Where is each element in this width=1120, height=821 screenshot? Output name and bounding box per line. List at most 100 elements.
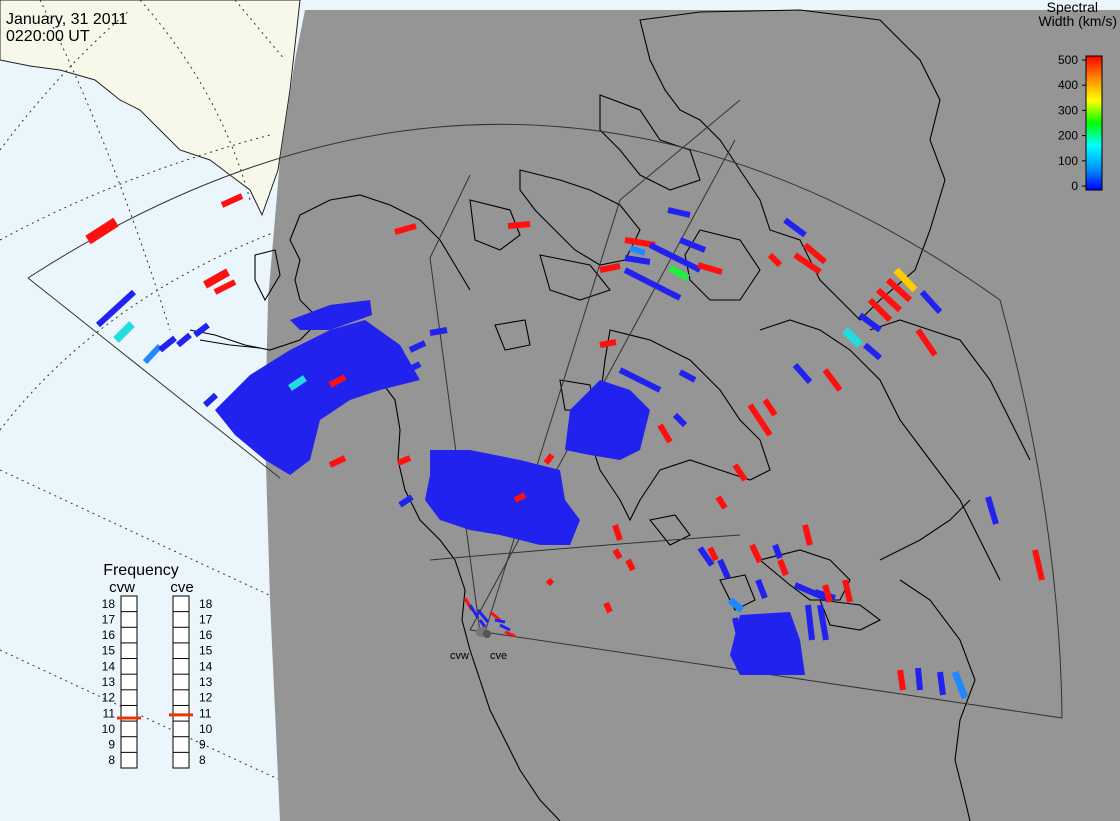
night-shade: [265, 10, 1120, 821]
echo-cell: [158, 335, 177, 353]
echo-cell: [545, 577, 555, 587]
echo-cell: [678, 369, 697, 383]
echo-cell: [625, 558, 636, 572]
echo-cluster: [290, 300, 372, 330]
echo-cell: [767, 252, 783, 268]
time-label: 0220:00 UT: [6, 28, 90, 45]
echo-cell: [915, 328, 938, 357]
echo-cell: [288, 375, 307, 391]
frequency-tick-label: 9: [108, 738, 115, 752]
echo-cell: [762, 398, 778, 417]
echo-cell: [822, 584, 833, 603]
echo-cell: [142, 343, 163, 365]
radar-site-label-cve: cve: [490, 650, 507, 662]
echo-cell: [747, 403, 773, 437]
radar-site-cve[interactable]: [483, 630, 491, 638]
frequency-tick-label: 16: [199, 628, 213, 642]
frequency-tick-label: 9: [199, 738, 206, 752]
echo-cluster: [565, 380, 650, 460]
echo-cell: [783, 217, 807, 238]
echo-cell: [543, 453, 555, 465]
echo-cell: [406, 361, 422, 373]
echo-cell: [842, 327, 863, 348]
colorbar-tick-label: 100: [1058, 154, 1078, 168]
echo-cell: [822, 368, 843, 392]
echo-cell: [727, 597, 745, 613]
echo-cell: [893, 267, 918, 293]
frequency-tick-label: 12: [199, 691, 213, 705]
colorbar-title-line1: Spectral: [1047, 0, 1098, 15]
echo-cell: [478, 619, 487, 628]
echo-cell: [842, 579, 853, 603]
echo-cell: [507, 221, 531, 229]
frequency-radar-label-cve: cve: [170, 579, 193, 596]
echo-cell: [803, 242, 827, 265]
radar-site-label-cvw: cvw: [450, 650, 469, 662]
echo-cell: [817, 604, 829, 641]
echo-cell: [678, 237, 707, 253]
echo-cell: [863, 342, 882, 361]
colorbar-ticks: 500 400 300 200 100 0: [1058, 53, 1086, 193]
echo-cell: [915, 667, 923, 691]
echo-cell: [328, 374, 347, 388]
echo-cell: [657, 423, 673, 444]
echo-cell: [95, 289, 137, 328]
echo-cell: [203, 268, 230, 289]
echo-cell: [603, 601, 613, 614]
frequency-tick-label: 13: [199, 675, 213, 689]
frequency-tick-label: 18: [199, 597, 213, 611]
echo-cell: [672, 412, 688, 428]
frequency-radar-label-cvw: cvw: [109, 579, 135, 596]
latitude-grid: [0, 0, 286, 781]
echo-cell: [599, 263, 621, 273]
date-label: January, 31 2011: [6, 11, 127, 28]
colorbar-tick-label: 200: [1058, 129, 1078, 143]
frequency-tick-label: 15: [199, 644, 213, 658]
echo-cell: [193, 322, 210, 338]
echo-cell: [629, 245, 646, 256]
echo-cell: [504, 630, 516, 638]
colorbar-tick-label: 0: [1071, 179, 1078, 193]
colorbar-gradient: [1085, 55, 1103, 191]
echo-cell: [476, 609, 490, 623]
echo-cell: [220, 193, 244, 208]
echo-cell: [885, 277, 913, 303]
echo-cell: [408, 340, 427, 353]
frequency-tick-label: 17: [199, 612, 213, 626]
echo-cell: [623, 267, 682, 301]
frequency-title: Frequency: [103, 562, 179, 579]
frequency-tick-label: 12: [102, 691, 116, 705]
echo-cell: [867, 297, 893, 323]
echo-cell: [707, 546, 719, 562]
frequency-tick-label: 15: [102, 644, 116, 658]
echo-cell: [499, 623, 511, 632]
echo-cell: [749, 543, 763, 564]
colorbar-title-line2: Width (km/s): [1038, 13, 1117, 29]
echo-cell: [919, 289, 943, 315]
echo-cell: [396, 455, 412, 466]
echo-cell: [624, 237, 656, 248]
echo-cell: [805, 604, 815, 641]
daylight-land: [0, 0, 301, 217]
echo-cell: [328, 455, 347, 468]
echo-cell: [732, 463, 748, 482]
frequency-bar-cve: [172, 595, 190, 769]
echo-cell: [202, 392, 219, 408]
echo-cell: [772, 543, 783, 560]
echo-cell: [697, 262, 723, 275]
echo-cell: [489, 610, 501, 622]
frequency-tick-label: 10: [199, 722, 213, 736]
echo-cell: [612, 548, 623, 560]
frequency-tick-label: 14: [102, 659, 116, 673]
echo-cell: [715, 495, 728, 510]
echo-cell: [717, 558, 731, 580]
echo-cell: [777, 558, 789, 577]
spectral-width-colorbar: Spectral Width (km/s) 500 400 300 200 100 0: [1038, 0, 1117, 193]
radar-echoes: [85, 193, 1045, 700]
echo-cell: [176, 332, 192, 348]
echo-cluster: [730, 612, 805, 675]
echo-cell: [732, 617, 743, 641]
